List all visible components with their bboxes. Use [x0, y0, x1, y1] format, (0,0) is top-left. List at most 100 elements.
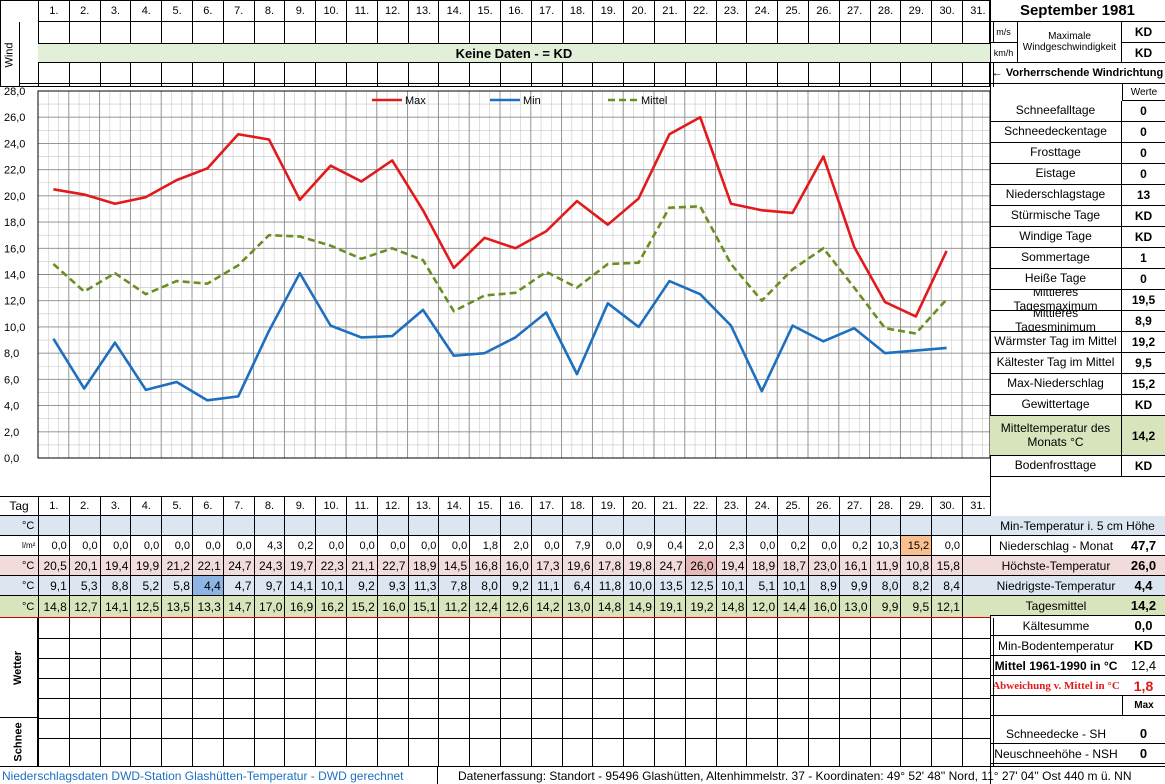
- table-cell: 0,0: [192, 536, 223, 555]
- table-cell: 4,7: [222, 576, 254, 595]
- lower-grid-vline: [715, 618, 717, 766]
- series-line-mittel: [52, 205, 948, 335]
- tag-day-number: 30.: [939, 500, 955, 512]
- table-cell: [962, 556, 993, 575]
- table-value: 10,1: [782, 578, 806, 593]
- lower-stat-value: 14,2: [1122, 596, 1165, 615]
- day-number: 19.: [600, 4, 616, 17]
- tag-day-number: 11.: [354, 500, 370, 512]
- day-number: 26.: [816, 4, 832, 17]
- table-cell: 22,7: [376, 556, 408, 575]
- table-cell: 14,1: [284, 576, 315, 595]
- table-cell: [746, 516, 777, 535]
- day-number: 14.: [446, 4, 462, 17]
- day-number: 15.: [477, 4, 493, 17]
- table-value: 9,1: [50, 578, 67, 593]
- table-cell: 0,0: [38, 536, 69, 555]
- wind-grid-line: [654, 63, 655, 87]
- lower-stat-row: Schneedecke - SH 0: [990, 724, 1165, 744]
- table-cell: 14,8: [592, 596, 623, 617]
- table-value: 5,8: [173, 578, 190, 593]
- table-cell: 0,2: [284, 536, 315, 555]
- table-value: 18,9: [413, 558, 437, 573]
- table-cell: 0,4: [654, 536, 685, 555]
- lower-stat-value-text: 0,0: [1134, 618, 1153, 633]
- row-unit: l/m²: [0, 536, 38, 555]
- table-value: 16,0: [382, 599, 406, 614]
- wind-grid-line: [808, 22, 809, 43]
- table-cell: 12,1: [931, 596, 962, 617]
- lower-stat-label: Niedrigste-Temperatur: [990, 576, 1122, 595]
- tag-day-number: 19.: [600, 500, 616, 512]
- table-value: 10,8: [905, 558, 930, 573]
- table-value: 8,8: [111, 578, 129, 593]
- day-header-cell: 8.: [253, 0, 285, 22]
- unit-kmh: km/h: [990, 43, 1018, 63]
- wind-grid-line: [746, 22, 748, 43]
- tag-day-cell: 2.: [68, 497, 100, 515]
- table-cell: 0,0: [222, 536, 254, 555]
- table-cell: 9,2: [500, 576, 531, 595]
- table-cell: 0,0: [592, 536, 623, 555]
- wind-grid-line: [992, 22, 994, 43]
- table-cell: 1,8: [469, 536, 500, 555]
- lower-stat-label-text: Niedrigste-Temperatur: [996, 578, 1116, 593]
- wind-grid-line: [407, 22, 409, 43]
- y-tick-label: 28,0: [4, 87, 25, 98]
- table-cell: 10,3: [869, 536, 901, 555]
- lower-stat-row: Neuschneehöhe - NSH 0: [990, 744, 1165, 764]
- stat-label-text: Eistage: [1035, 166, 1076, 181]
- table-row-min: °C 9,1 5,3 8,8 5,2 5,8 4,4 4,7 9,7 14,1 10,1 9,2 9,3…: [0, 576, 990, 596]
- table-value: 8,0: [881, 578, 899, 593]
- temperature-chart: 0,0 2,0 4,0 6,0 8,0 10,0 12,0 14,0 16,0 18,0 20,0 2…: [4, 87, 990, 465]
- table-cell: [808, 516, 839, 535]
- day-number: 1.: [49, 4, 59, 17]
- table-value: 26,0: [690, 558, 714, 573]
- table-cell: 19,4: [715, 556, 747, 575]
- table-cell: [315, 516, 346, 535]
- wind-grid-line: [68, 63, 70, 87]
- table-cell: [500, 516, 531, 535]
- tag-day-cell: 19.: [592, 497, 623, 515]
- day-number: 12.: [385, 4, 401, 17]
- series-line-max: [53, 115, 948, 318]
- wind-grid-line: [192, 22, 193, 43]
- table-value: 8,0: [481, 578, 498, 593]
- table-cell: 13,0: [561, 596, 593, 617]
- lower-stat-value: KD: [1122, 636, 1165, 655]
- day-header-cell: 28.: [869, 0, 901, 22]
- table-value: 0,0: [174, 539, 190, 552]
- table-cell: 0,0: [315, 536, 346, 555]
- y-tick-label: 2,0: [4, 427, 19, 439]
- legend-label: Mittel: [641, 95, 667, 107]
- table-value: 20,5: [43, 558, 67, 573]
- table-cell: [931, 516, 962, 535]
- table-value: 11,9: [875, 558, 899, 573]
- stat-label: Windige Tage: [990, 227, 1122, 247]
- lower-stat-label: Neuschneehöhe - NSH: [990, 744, 1122, 763]
- tag-day-cell: 21.: [654, 497, 685, 515]
- table-value: 11,3: [413, 578, 437, 593]
- day-header-cell: 10.: [315, 0, 346, 22]
- table-cell: 0,0: [931, 536, 962, 555]
- table-cell: 8,4: [931, 576, 962, 595]
- stat-label: Sommertage: [990, 248, 1122, 268]
- wind-grid-line: [222, 22, 224, 43]
- tag-day-cell: 26.: [808, 497, 839, 515]
- table-cell: 17,3: [530, 556, 562, 575]
- stat-value-text: 8,9: [1135, 314, 1152, 328]
- row-unit: °C: [0, 516, 38, 535]
- stat-row: Frosttage 0: [990, 143, 1165, 164]
- stat-label: Mittleres Tagesminimum: [990, 311, 1122, 331]
- lower-stat-row: Max: [990, 696, 1165, 716]
- day-header-cell: 13.: [407, 0, 439, 22]
- table-value: 19,7: [289, 558, 314, 573]
- table-value: 11,1: [537, 578, 560, 593]
- table-cell: 14,8: [715, 596, 747, 617]
- stat-label: Schneedeckentage: [990, 122, 1122, 142]
- table-cell: 19,7: [284, 556, 315, 575]
- stat-label-text: Niederschlagstage: [1005, 187, 1106, 202]
- tag-day-number: 25.: [785, 500, 801, 512]
- table-value: 12,0: [751, 599, 776, 614]
- lower-stat-label-text: Niederschlag - Monat: [998, 538, 1114, 553]
